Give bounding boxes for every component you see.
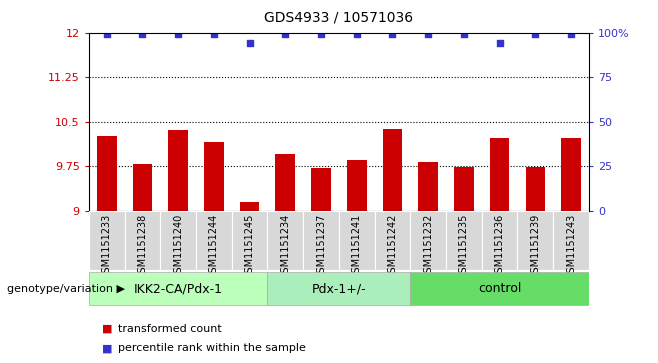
Text: ■: ■ [102,323,113,334]
Point [530,32,541,37]
Bar [267,211,303,270]
Bar [311,168,331,211]
Bar [382,129,402,211]
Bar [411,211,446,270]
Bar [553,211,589,270]
Point [137,32,147,37]
Point [209,32,219,37]
Text: GSM1151241: GSM1151241 [352,213,362,279]
Bar [168,130,188,211]
Text: GSM1151240: GSM1151240 [173,213,183,279]
Bar [490,138,509,211]
Bar [240,201,259,211]
Bar [232,211,267,270]
Bar [196,211,232,270]
Text: GSM1151245: GSM1151245 [245,213,255,279]
Point [101,32,112,37]
Point [316,32,326,37]
Text: GSM1151234: GSM1151234 [280,213,290,279]
Bar [303,211,339,270]
Text: GSM1151242: GSM1151242 [388,213,397,279]
Bar [454,167,474,211]
Text: transformed count: transformed count [118,323,222,334]
Bar [267,272,411,305]
Text: IKK2-CA/Pdx-1: IKK2-CA/Pdx-1 [134,282,222,295]
Text: GSM1151243: GSM1151243 [566,213,576,279]
Text: GSM1151244: GSM1151244 [209,213,219,279]
Bar [339,211,374,270]
Point [280,32,291,37]
Text: GDS4933 / 10571036: GDS4933 / 10571036 [265,11,413,25]
Bar [124,211,161,270]
Point [387,32,397,37]
Point [459,32,469,37]
Point [423,32,434,37]
Point [566,32,576,37]
Point [244,40,255,46]
Point [173,32,184,37]
Text: ■: ■ [102,343,113,354]
Point [351,32,362,37]
Bar [204,142,224,211]
Bar [418,162,438,211]
Bar [526,167,545,211]
Bar [97,136,116,211]
Bar [517,211,553,270]
Bar [561,138,581,211]
Bar [347,160,367,211]
Text: genotype/variation ▶: genotype/variation ▶ [7,284,124,294]
Bar [89,272,267,305]
Text: GSM1151232: GSM1151232 [423,213,433,279]
Text: control: control [478,282,521,295]
Bar [161,211,196,270]
Bar [374,211,411,270]
Point [494,40,505,46]
Bar [276,154,295,211]
Bar [482,211,517,270]
Bar [133,164,152,211]
Bar [411,272,589,305]
Text: GSM1151233: GSM1151233 [102,213,112,279]
Text: percentile rank within the sample: percentile rank within the sample [118,343,307,354]
Text: GSM1151235: GSM1151235 [459,213,469,279]
Text: GSM1151239: GSM1151239 [530,213,540,279]
Text: GSM1151236: GSM1151236 [495,213,505,279]
Text: GSM1151237: GSM1151237 [316,213,326,279]
Bar [446,211,482,270]
Bar [89,211,124,270]
Text: GSM1151238: GSM1151238 [138,213,147,279]
Text: Pdx-1+/-: Pdx-1+/- [311,282,367,295]
